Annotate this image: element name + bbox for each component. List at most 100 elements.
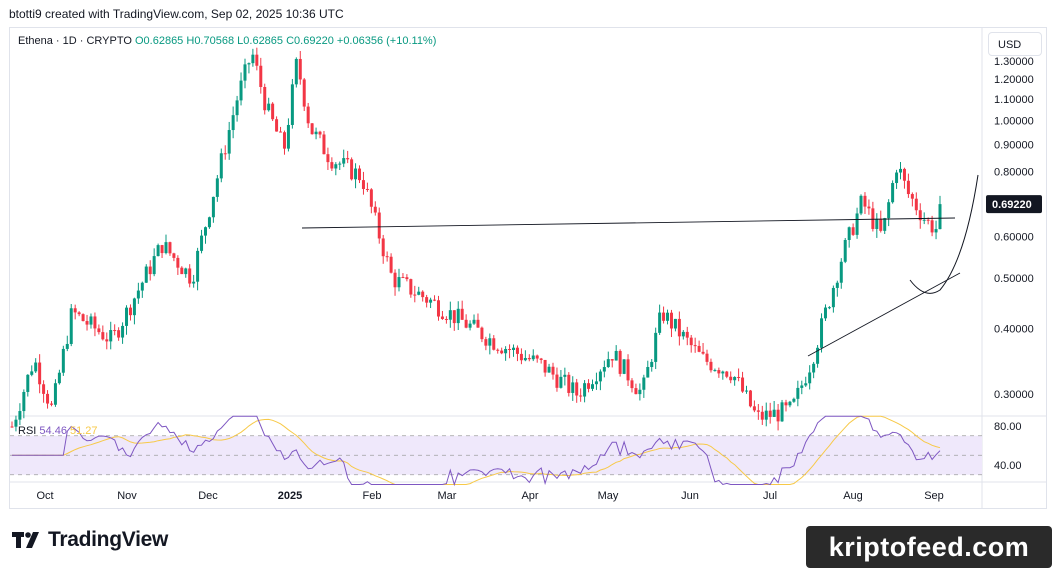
- candle-body: [531, 355, 535, 360]
- candle-body: [571, 382, 575, 393]
- candle-body: [859, 195, 863, 214]
- candle-body: [831, 287, 835, 308]
- candle-body: [729, 376, 733, 381]
- candle-body: [14, 419, 18, 427]
- candle-body: [899, 168, 903, 173]
- candle-body: [97, 328, 101, 333]
- candle-body: [334, 164, 338, 169]
- candle-body: [788, 401, 792, 406]
- candle-body: [429, 299, 433, 303]
- open-value: O0.62865: [134, 35, 184, 47]
- trend-lines: [301, 174, 979, 357]
- rsi-legend[interactable]: RSI 54.46 51.27: [18, 425, 98, 437]
- chart-header: btotti9 created with TradingView.com, Se…: [9, 7, 344, 21]
- candle-body: [515, 347, 519, 354]
- currency-button[interactable]: USD: [988, 32, 1042, 56]
- candle-body: [318, 131, 322, 135]
- candle-body: [132, 298, 136, 316]
- candle-body: [239, 80, 243, 101]
- candle-body: [756, 410, 760, 412]
- candle-body: [164, 242, 168, 254]
- candle-body: [646, 367, 650, 378]
- candle-body: [223, 153, 227, 155]
- time-tick-label: 2025: [278, 490, 302, 502]
- candle-body: [906, 180, 910, 195]
- price-tick-label: 0.60000: [994, 232, 1034, 244]
- candle-body: [855, 213, 859, 235]
- price-tick-label: 0.80000: [994, 166, 1034, 178]
- candle-body: [73, 308, 77, 313]
- candle-body: [358, 168, 362, 181]
- time-tick-label: May: [598, 490, 619, 502]
- candle-body: [10, 426, 14, 428]
- candle-body: [685, 331, 689, 338]
- candle-body: [354, 168, 358, 180]
- candle-body: [551, 366, 555, 375]
- candle-body: [677, 318, 681, 337]
- candle-body: [460, 308, 464, 320]
- rsi-pane: [10, 415, 982, 487]
- candle-body: [895, 172, 899, 184]
- symbol-legend[interactable]: Ethena · 1D · CRYPTO O0.62865 H0.70568 L…: [18, 35, 436, 47]
- candle-body: [721, 371, 725, 374]
- candle-body: [626, 359, 630, 381]
- time-tick-label: Sep: [924, 490, 944, 502]
- last-price-badge: [986, 195, 1042, 214]
- candle-body: [405, 277, 409, 280]
- candle-body: [701, 351, 705, 354]
- rsi-line: [12, 415, 941, 487]
- candle-body: [61, 348, 65, 373]
- candle-body: [53, 383, 57, 405]
- candle-body: [219, 153, 223, 179]
- symbol-label: Ethena · 1D · CRYPTO: [18, 35, 132, 47]
- candle-body: [346, 158, 350, 160]
- tradingview-brand[interactable]: TradingView: [12, 528, 168, 552]
- candle-body: [839, 261, 843, 283]
- candle-body: [922, 219, 926, 221]
- candle-body: [488, 338, 492, 346]
- candle-body: [693, 345, 697, 347]
- candle-body: [267, 103, 271, 111]
- candle-body: [302, 79, 306, 107]
- candle-body: [456, 308, 460, 324]
- rsi-label: RSI: [18, 425, 37, 437]
- candle-body: [128, 307, 132, 316]
- candle-body: [504, 348, 508, 354]
- candle-body: [176, 257, 180, 268]
- candle-body: [654, 332, 658, 362]
- candle-body: [741, 377, 745, 392]
- time-tick-label: Jul: [763, 490, 777, 502]
- candle-body: [835, 282, 839, 288]
- candle-body: [772, 409, 776, 417]
- price-tick-label: 0.30000: [994, 389, 1034, 401]
- candle-body: [804, 383, 808, 386]
- candle-body: [207, 217, 211, 228]
- candle-body: [598, 371, 602, 382]
- candle-body: [338, 163, 342, 165]
- candle-body: [500, 350, 504, 354]
- candle-body: [519, 353, 523, 361]
- candle-body: [279, 131, 283, 133]
- candle-body: [306, 106, 310, 124]
- candle-body: [867, 206, 871, 209]
- candle-body: [760, 411, 764, 420]
- candle-body: [298, 58, 302, 80]
- candle-body: [606, 359, 610, 368]
- rsi-ma-value: 51.27: [70, 425, 98, 437]
- price-tick-label: 0.40000: [994, 324, 1034, 336]
- candle-body: [902, 168, 906, 181]
- candle-body: [594, 381, 598, 385]
- candle-body: [255, 54, 259, 66]
- close-value: C0.69220: [286, 35, 334, 47]
- rsi-tick-label: 80.00: [994, 421, 1022, 433]
- price-tick-label: 1.00000: [994, 116, 1034, 128]
- candle-body: [669, 312, 673, 329]
- candle-body: [539, 358, 543, 360]
- candle-body: [452, 310, 456, 324]
- candle-body: [30, 371, 34, 375]
- candle-body: [203, 227, 207, 236]
- candle-body: [914, 198, 918, 211]
- candle-body: [271, 103, 275, 120]
- candle-body: [69, 308, 73, 344]
